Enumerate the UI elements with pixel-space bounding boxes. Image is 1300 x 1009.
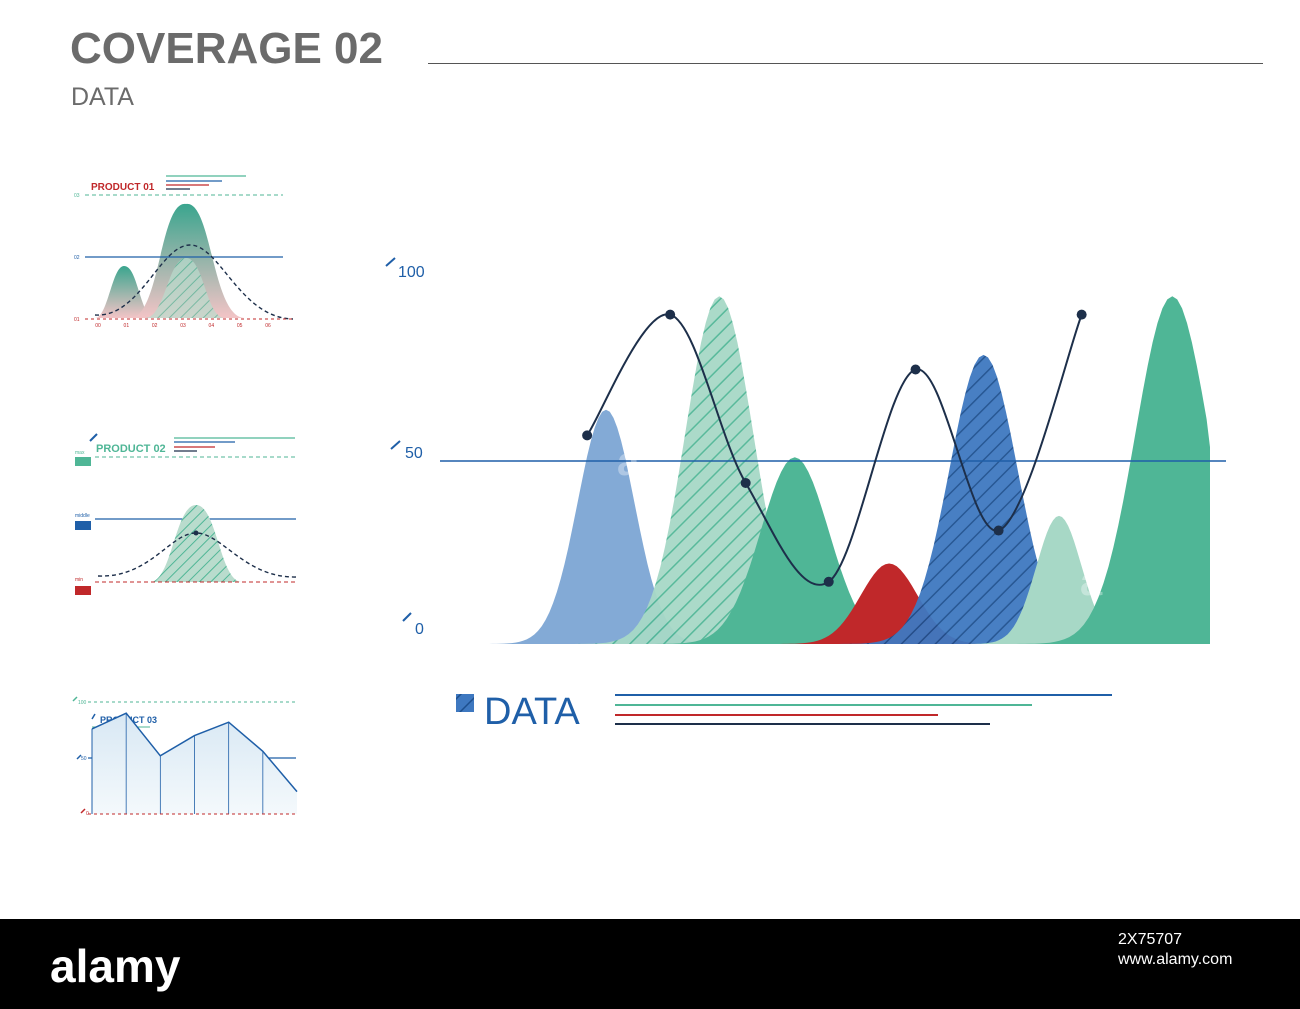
legend: DATA [456, 691, 1112, 733]
p3-y-tick-50: 50 [81, 756, 87, 762]
peak-area-3 [613, 457, 976, 644]
page-title: COVERAGE 02 [70, 24, 383, 73]
y-tick-100: 100 [398, 264, 425, 281]
image-id: 2X75707 [1118, 931, 1183, 948]
p1-hatch [145, 258, 225, 318]
tick-mark-100 [385, 257, 396, 267]
p2-swatch-min [75, 586, 91, 595]
p2-swatch-max [75, 457, 91, 466]
p3-tick-100-mark [72, 696, 78, 702]
footer-url: www.alamy.com [1118, 951, 1233, 968]
p2-peak-point [193, 530, 199, 536]
p2-area [150, 505, 242, 582]
p3-y-tick-100: 100 [78, 700, 87, 706]
trend-points [582, 309, 1087, 587]
trend-point-6 [993, 525, 1004, 536]
p1-x-tick: 04 [209, 323, 215, 329]
p2-tick-mark [89, 433, 98, 442]
y-tick-50: 50 [405, 445, 423, 462]
peak-area-7 [976, 296, 1210, 644]
legend-label: DATA [484, 691, 580, 733]
p3-y-tick-0: 0 [86, 811, 89, 817]
product-03-chart: 100 PRODUCT 03 50 0 [72, 696, 298, 817]
p3-tick-0-mark [80, 808, 86, 814]
p1-area-small [95, 266, 150, 318]
footer-bar: alamy 2X75707 www.alamy.com [0, 919, 1300, 1009]
p1-x-tick: 05 [237, 323, 243, 329]
p1-x-tick: 02 [152, 323, 158, 329]
title-rule [428, 63, 1263, 64]
p2-y-max: max [75, 450, 85, 456]
product-02-chart: PRODUCT 02 max middle min [75, 433, 297, 595]
peak-area-4 [738, 563, 1041, 644]
peak-area-1 [455, 409, 757, 644]
trend-point-2 [665, 309, 676, 320]
trend-point-7 [1076, 309, 1087, 320]
p1-x-ticks: 00 01 02 03 04 05 06 [95, 323, 271, 329]
main-peaks [455, 296, 1210, 644]
page-subtitle: DATA [71, 83, 134, 111]
p3-title-mark [91, 713, 96, 720]
tick-mark-50 [390, 440, 401, 450]
p3-area-group [91, 712, 298, 814]
legend-swatch [456, 694, 474, 712]
p2-swatch-middle [75, 521, 91, 530]
p1-y-tick: 01 [74, 317, 80, 323]
p2-y-min: min [75, 577, 83, 583]
peak-area-6 [938, 515, 1180, 644]
peak-area-5 [802, 354, 1165, 644]
p1-x-tick: 03 [180, 323, 186, 329]
p1-bell-curve [94, 244, 294, 320]
tick-mark-0 [402, 612, 412, 622]
product-01-chart: PRODUCT 01 03 02 01 00 01 02 03 04 05 06 [74, 175, 294, 329]
y-tick-0: 0 [415, 621, 424, 638]
p1-x-tick: 01 [124, 323, 130, 329]
p2-y-middle: middle [75, 513, 90, 519]
infographic-canvas: 100 50 0 DATA PRODUCT 01 03 02 01 00 01 02 [72, 175, 1226, 817]
product-02-title: PRODUCT 02 [96, 443, 166, 455]
trend-point-3 [740, 477, 751, 488]
main-chart: 100 50 0 DATA [385, 257, 1226, 733]
trend-point-1 [582, 430, 593, 441]
product-01-title: PRODUCT 01 [91, 182, 155, 193]
p1-y-tick: 02 [74, 255, 80, 261]
peak-area-2 [538, 296, 901, 644]
alamy-logo: alamy [50, 940, 181, 992]
p1-y-tick: 03 [74, 193, 80, 199]
p1-x-tick: 00 [95, 323, 101, 329]
trend-point-5 [910, 364, 921, 375]
trend-point-4 [823, 576, 834, 587]
p1-x-tick: 06 [265, 323, 271, 329]
p3-tick-50-mark [76, 754, 82, 760]
